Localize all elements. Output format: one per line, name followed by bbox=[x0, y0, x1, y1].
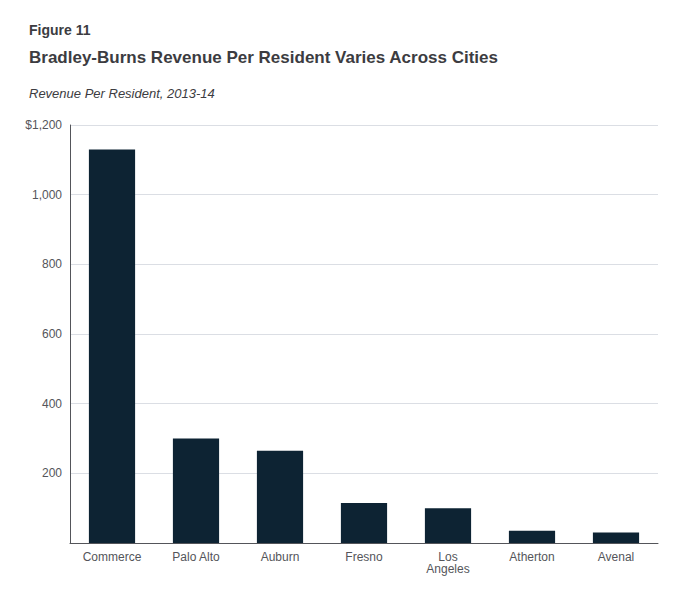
svg-text:Auburn: Auburn bbox=[261, 550, 300, 564]
svg-text:Revenue Per Resident, 2013-14: Revenue Per Resident, 2013-14 bbox=[29, 86, 215, 101]
svg-text:600: 600 bbox=[42, 327, 62, 341]
svg-text:Los: Los bbox=[438, 550, 458, 564]
svg-text:Palo Alto: Palo Alto bbox=[172, 550, 220, 564]
svg-text:Commerce: Commerce bbox=[83, 550, 142, 564]
svg-text:Bradley-Burns Revenue Per Resi: Bradley-Burns Revenue Per Resident Varie… bbox=[29, 48, 498, 67]
svg-text:200: 200 bbox=[42, 466, 62, 480]
svg-text:Avenal: Avenal bbox=[598, 550, 634, 564]
svg-text:Figure 11: Figure 11 bbox=[29, 22, 91, 38]
svg-text:800: 800 bbox=[42, 257, 62, 271]
svg-text:Fresno: Fresno bbox=[345, 550, 383, 564]
svg-text:1,000: 1,000 bbox=[32, 188, 62, 202]
svg-text:Angeles: Angeles bbox=[426, 562, 469, 576]
svg-text:Atherton: Atherton bbox=[509, 550, 554, 564]
svg-text:400: 400 bbox=[42, 397, 62, 411]
svg-text:$1,200: $1,200 bbox=[25, 118, 62, 132]
